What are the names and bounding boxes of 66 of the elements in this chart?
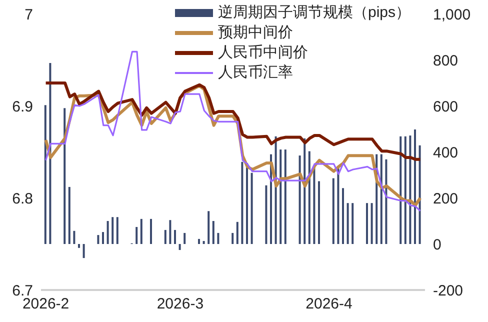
- legend-label: 人民币汇率: [218, 63, 293, 83]
- bar: [82, 244, 85, 258]
- x-tick-label: 2026-4: [306, 296, 352, 313]
- bar: [346, 203, 349, 244]
- bar: [370, 203, 373, 244]
- bar: [337, 166, 340, 244]
- bar: [298, 155, 301, 244]
- bar: [116, 217, 118, 244]
- x-tick-label: 2026-3: [156, 296, 204, 313]
- bar: [352, 203, 354, 244]
- bar: [73, 230, 76, 244]
- bar: [232, 232, 234, 244]
- bar: [318, 181, 320, 244]
- bar: [380, 154, 382, 244]
- bar: [169, 220, 172, 244]
- bar: [342, 188, 344, 244]
- y-tick-label: 6.9: [12, 98, 33, 116]
- bar: [241, 162, 244, 244]
- bar: [265, 185, 268, 244]
- bar: [102, 232, 104, 244]
- legend-label: 逆周期因子调节规模（pips）: [218, 3, 411, 23]
- bar: [409, 135, 412, 244]
- bar: [404, 136, 406, 244]
- bar: [385, 159, 388, 244]
- y2-tick-label: 600: [433, 98, 458, 116]
- legend-label: 人民币中间价: [218, 43, 308, 63]
- bar: [284, 149, 286, 244]
- legend-label: 预期中间价: [218, 23, 293, 43]
- bar: [97, 235, 100, 244]
- y-tick-label: 6.8: [12, 190, 33, 208]
- bar: [136, 226, 138, 244]
- bar: [250, 172, 253, 244]
- bar: [418, 145, 421, 244]
- bar: [184, 232, 186, 244]
- bar: [236, 222, 238, 244]
- bar: [164, 230, 166, 244]
- bar: [198, 238, 200, 244]
- bar: [400, 136, 402, 244]
- bar: [208, 211, 210, 244]
- y2-tick-label: -200: [433, 282, 464, 300]
- bar: [140, 218, 142, 244]
- bar: [49, 62, 52, 244]
- bar: [280, 149, 282, 244]
- bar: [44, 105, 46, 244]
- bar: [112, 217, 114, 244]
- bar: [78, 244, 80, 248]
- bar: [217, 232, 220, 244]
- y2-tick-label: 0: [433, 236, 442, 254]
- bar: [366, 203, 368, 244]
- bar: [212, 221, 214, 244]
- bar: [150, 218, 152, 244]
- y2-tick-label: 400: [433, 144, 458, 162]
- bar: [308, 151, 310, 244]
- y-tick-label: 7: [24, 6, 33, 24]
- bar: [174, 230, 176, 244]
- bar: [414, 129, 416, 244]
- y2-tick-label: 200: [433, 190, 458, 208]
- bar: [178, 244, 181, 250]
- bar: [202, 241, 205, 244]
- bar: [332, 178, 334, 244]
- line-series: [44, 82, 422, 161]
- bar: [68, 186, 70, 244]
- y2-tick-label: 1,000: [433, 6, 471, 24]
- bar: [106, 221, 109, 244]
- y2-tick-label: 800: [433, 52, 458, 70]
- bar: [313, 167, 316, 244]
